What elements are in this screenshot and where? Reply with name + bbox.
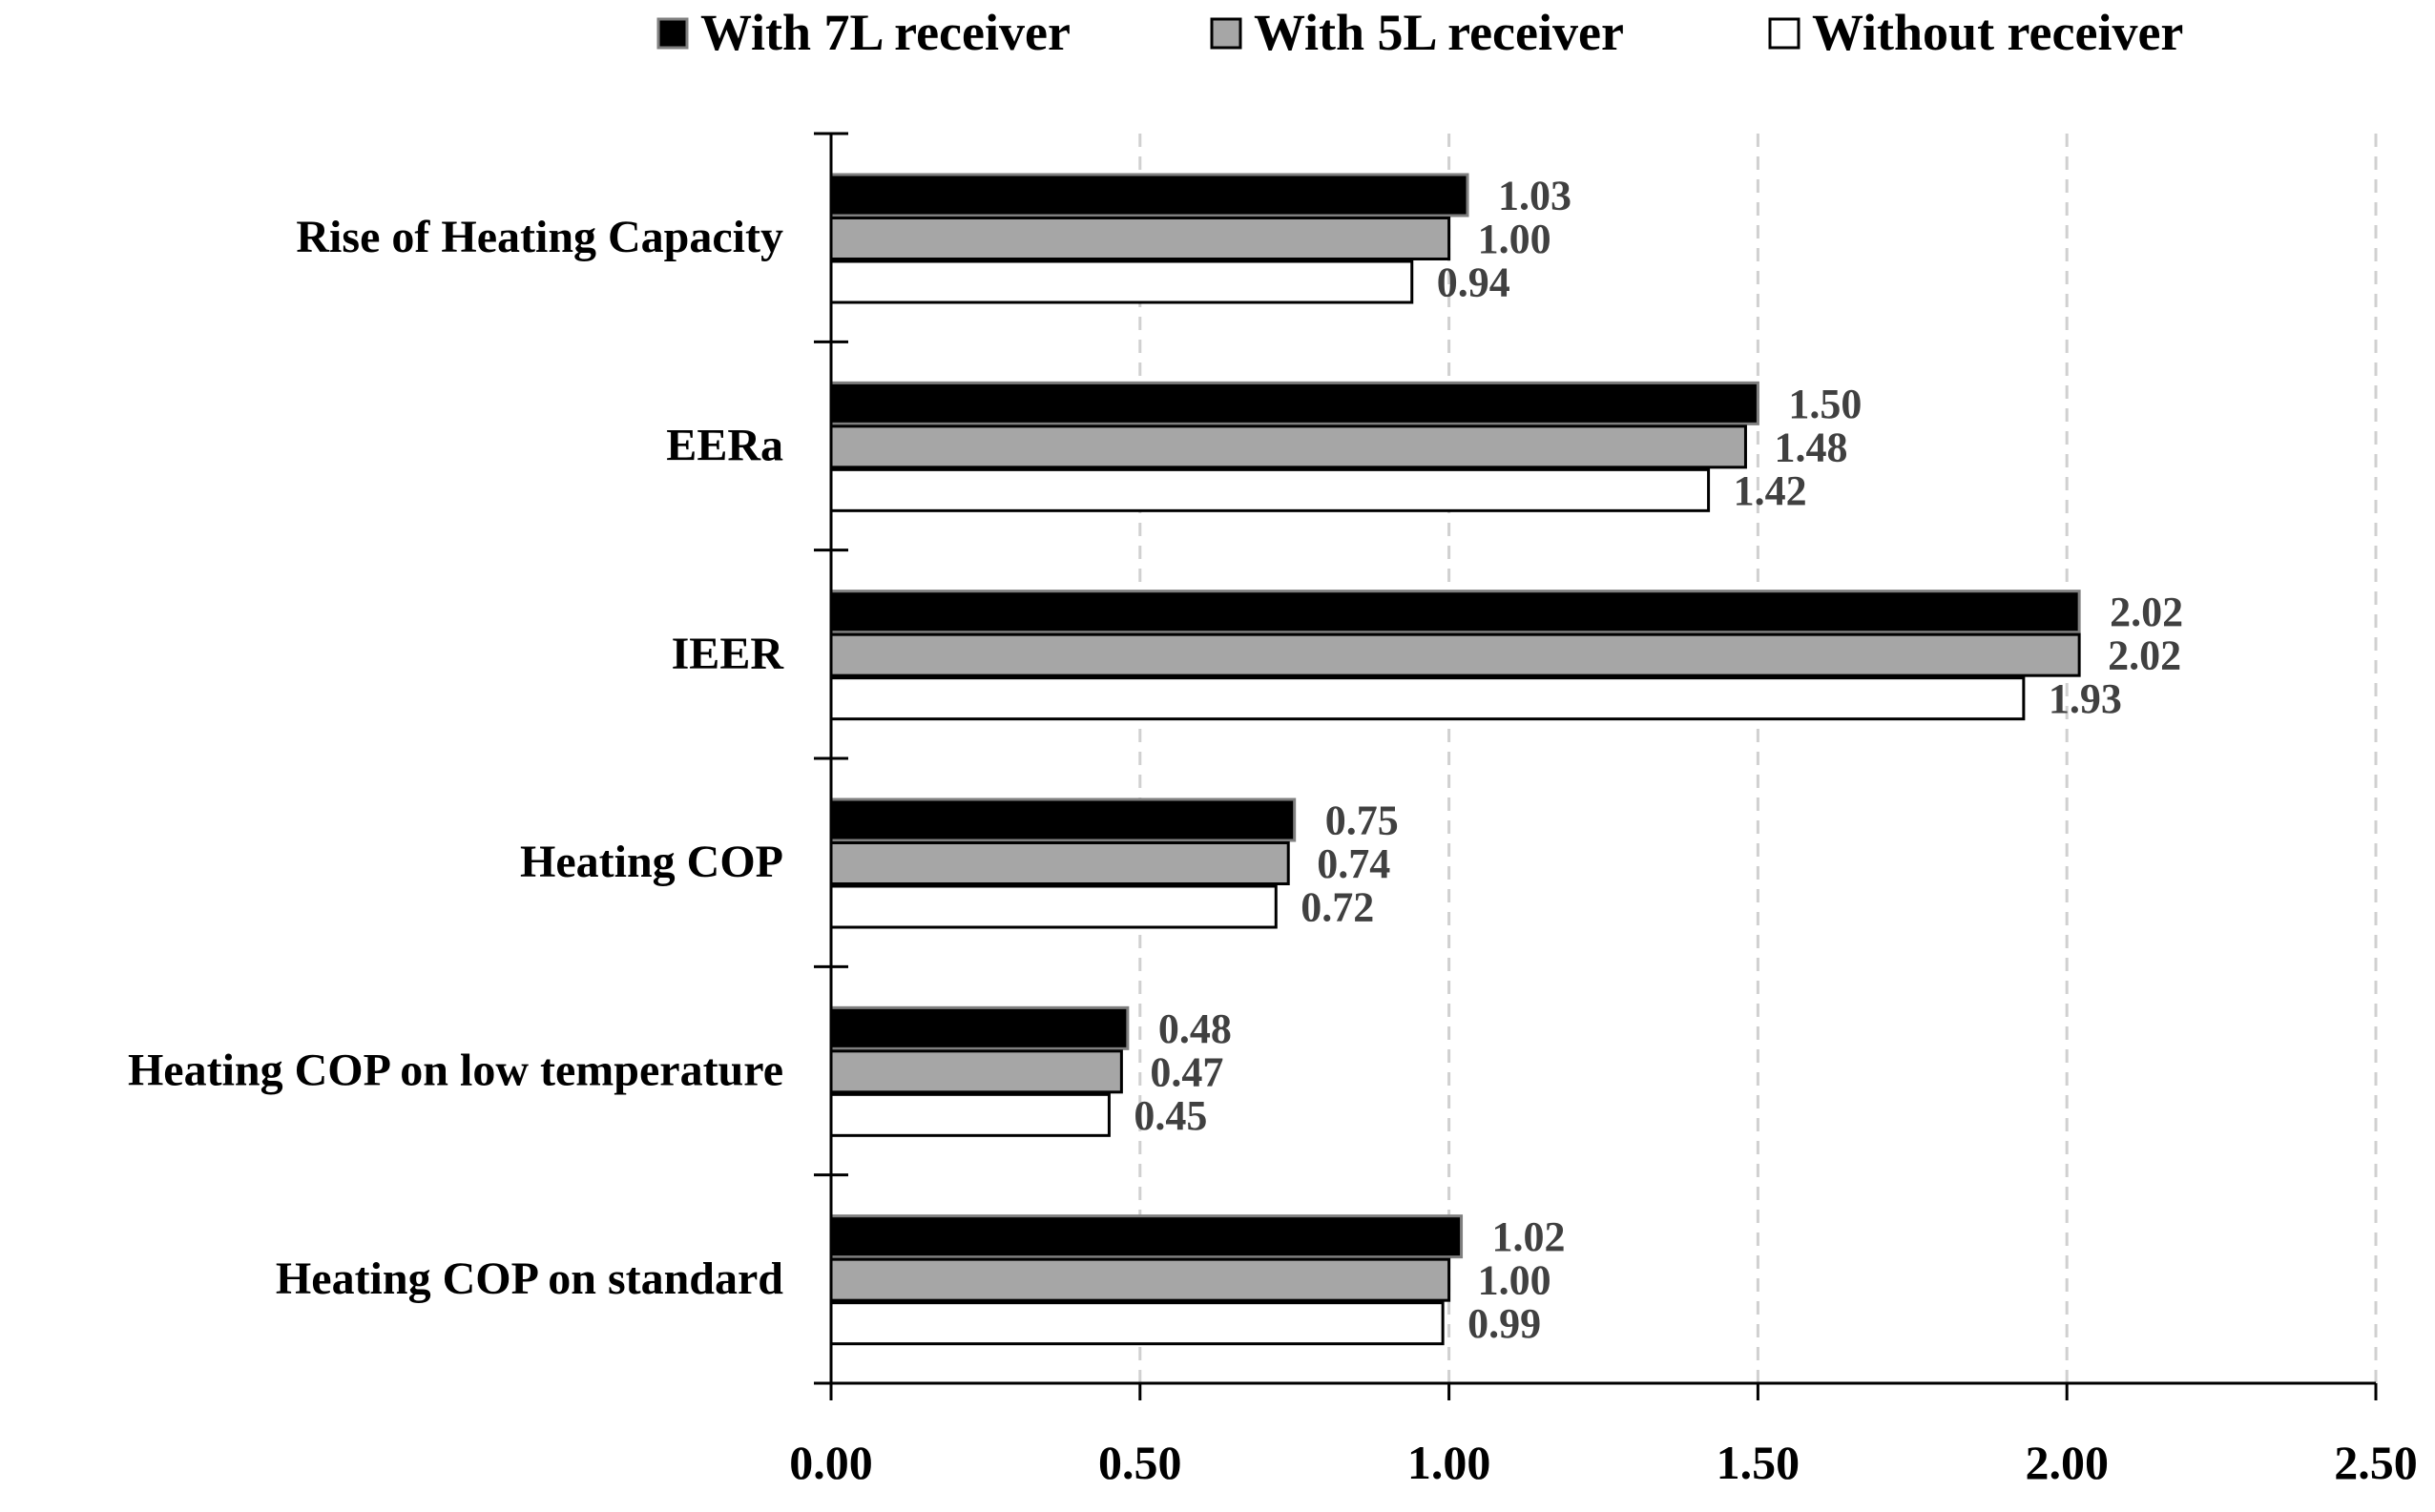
legend-swatch-with-5l-receiver xyxy=(1210,17,1242,50)
x-tick-label-0-50: 0.50 xyxy=(1098,1436,1182,1489)
category-label-ieer: IEER xyxy=(672,629,785,679)
data-label-with-5l-receiver-heating-cop: 0.74 xyxy=(1317,840,1390,887)
bar-with-5l-receiver-heating-cop xyxy=(829,841,1290,885)
bar-with-7l-receiver-heating-cop-on-low-temperature xyxy=(829,1005,1130,1050)
legend-label-without-receiver: Without receiver xyxy=(1812,4,2183,61)
data-label-with-7l-receiver-eera: 1.50 xyxy=(1788,381,1862,427)
x-tick-label-1-00: 1.00 xyxy=(1407,1436,1491,1489)
x-tick-label-2-00: 2.00 xyxy=(2025,1436,2109,1489)
data-label-with-5l-receiver-ieer: 2.02 xyxy=(2108,632,2181,679)
data-label-without-receiver-rise-of-heating-capacity: 0.94 xyxy=(1437,259,1510,306)
data-label-with-7l-receiver-rise-of-heating-capacity: 1.03 xyxy=(1498,173,1571,219)
x-tick-label-0-00: 0.00 xyxy=(789,1436,873,1489)
bar-without-receiver-heating-cop-on-standard xyxy=(829,1301,1445,1346)
legend: With 7L receiver With 5L receiver Without … xyxy=(656,4,2183,61)
legend-swatch-without-receiver xyxy=(1768,17,1800,50)
bar-with-5l-receiver-heating-cop-on-standard xyxy=(829,1257,1451,1302)
bar-with-5l-receiver-ieer xyxy=(829,632,2081,677)
bar-with-5l-receiver-heating-cop-on-low-temperature xyxy=(829,1049,1123,1094)
data-label-with-7l-receiver-heating-cop-on-low-temperature: 0.48 xyxy=(1158,1005,1232,1052)
data-label-with-7l-receiver-ieer: 2.02 xyxy=(2110,589,2183,635)
category-label-heating-cop-on-low-temperature: Heating COP on low temperature xyxy=(128,1046,783,1096)
data-label-with-5l-receiver-eera: 1.48 xyxy=(1774,424,1847,470)
bar-without-receiver-ieer xyxy=(829,676,2026,721)
gridlines xyxy=(1138,134,2378,1383)
category-label-heating-cop: Heating COP xyxy=(520,837,783,887)
bars xyxy=(829,173,2081,1346)
x-tick-label-2-50: 2.50 xyxy=(2334,1436,2418,1489)
bar-with-7l-receiver-heating-cop-on-standard xyxy=(829,1214,1464,1259)
legend-label-with-5l-receiver: With 5L receiver xyxy=(1254,4,1624,61)
bar-with-5l-receiver-rise-of-heating-capacity xyxy=(829,217,1451,260)
legend-swatch-with-7l-receiver xyxy=(656,17,689,50)
bar-with-7l-receiver-ieer xyxy=(829,590,2081,634)
data-label-without-receiver-heating-cop-on-low-temperature: 0.45 xyxy=(1134,1092,1207,1139)
bar-with-7l-receiver-rise-of-heating-capacity xyxy=(829,173,1469,217)
bar-with-7l-receiver-heating-cop xyxy=(829,797,1297,842)
legend-label-with-7l-receiver: With 7L receiver xyxy=(700,4,1071,61)
bar-without-receiver-rise-of-heating-capacity xyxy=(829,259,1414,304)
category-label-eera: EERa xyxy=(666,421,783,471)
data-label-with-7l-receiver-heating-cop: 0.75 xyxy=(1325,797,1399,844)
data-label-with-5l-receiver-heating-cop-on-low-temperature: 0.47 xyxy=(1150,1048,1223,1095)
bar-without-receiver-eera xyxy=(829,467,1711,512)
category-label-rise-of-heating-capacity: Rise of Heating Capacity xyxy=(296,212,783,262)
data-label-without-receiver-heating-cop-on-standard: 0.99 xyxy=(1467,1300,1541,1347)
data-label-with-5l-receiver-rise-of-heating-capacity: 1.00 xyxy=(1478,216,1551,262)
bar-without-receiver-heating-cop xyxy=(829,884,1278,929)
data-label-with-5l-receiver-heating-cop-on-standard: 1.00 xyxy=(1478,1257,1551,1304)
bar-without-receiver-heating-cop-on-low-temperature xyxy=(829,1092,1111,1137)
data-label-without-receiver-ieer: 1.93 xyxy=(2049,675,2122,722)
data-label-without-receiver-heating-cop: 0.72 xyxy=(1301,884,1374,931)
category-label-heating-cop-on-standard: Heating COP on standard xyxy=(276,1253,783,1304)
x-tick-label-1-50: 1.50 xyxy=(1717,1436,1800,1489)
axes xyxy=(814,132,2378,1400)
bar-with-5l-receiver-eera xyxy=(829,425,1747,469)
data-label-with-7l-receiver-heating-cop-on-standard: 1.02 xyxy=(1492,1213,1566,1260)
bar-with-7l-receiver-eera xyxy=(829,381,1759,425)
data-label-without-receiver-eera: 1.42 xyxy=(1734,467,1807,514)
